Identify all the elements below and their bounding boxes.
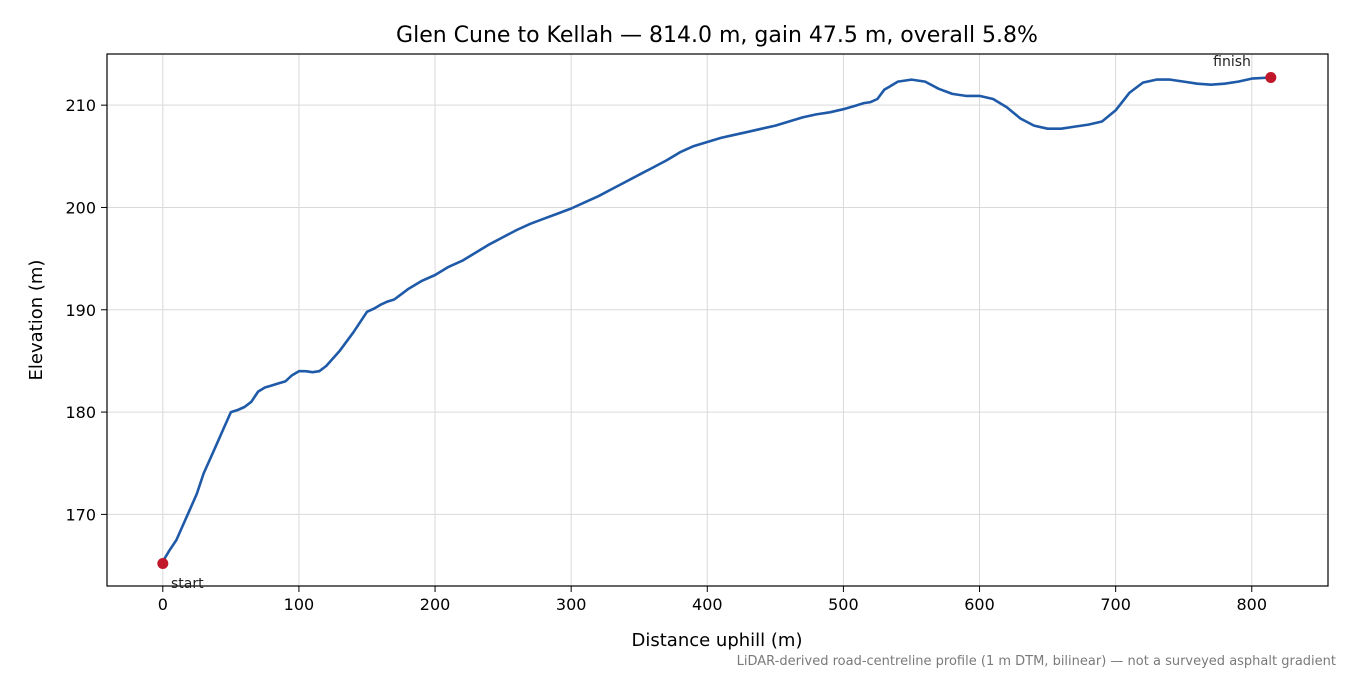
x-tick-label: 0 (158, 595, 168, 614)
x-tick-label: 400 (692, 595, 723, 614)
x-tick-label: 800 (1236, 595, 1267, 614)
y-axis-label: Elevation (m) (26, 260, 47, 381)
x-tick-label: 500 (828, 595, 859, 614)
y-axis-ticks: 170 180 190 200 210 (65, 96, 107, 524)
finish-marker (1265, 72, 1277, 84)
y-tick-label: 170 (65, 505, 96, 524)
chart-title: Glen Cune to Kellah — 814.0 m, gain 47.5… (396, 23, 1038, 48)
x-tick-label: 300 (556, 595, 587, 614)
x-axis-label: Distance uphill (m) (632, 630, 803, 651)
y-tick-label: 210 (65, 96, 96, 115)
grid-layer (107, 54, 1328, 586)
series-layer (161, 76, 1273, 563)
start-annotation: start (171, 576, 204, 592)
y-tick-label: 180 (65, 403, 96, 422)
y-tick-label: 190 (65, 301, 96, 320)
x-tick-label: 600 (964, 595, 995, 614)
y-tick-label: 200 (65, 198, 96, 217)
chart-footnote: LiDAR-derived road-centreline profile (1… (737, 654, 1336, 669)
plot-frame (106, 53, 1329, 587)
x-tick-label: 200 (420, 595, 451, 614)
x-tick-label: 100 (284, 595, 315, 614)
x-axis-ticks: 0 100 200 300 400 500 600 700 800 (158, 586, 1267, 614)
finish-annotation: finish (1213, 54, 1251, 70)
elevation-profile-line (161, 76, 1273, 563)
x-tick-label: 700 (1100, 595, 1131, 614)
marker-layer (157, 72, 1277, 569)
start-marker (157, 557, 169, 569)
